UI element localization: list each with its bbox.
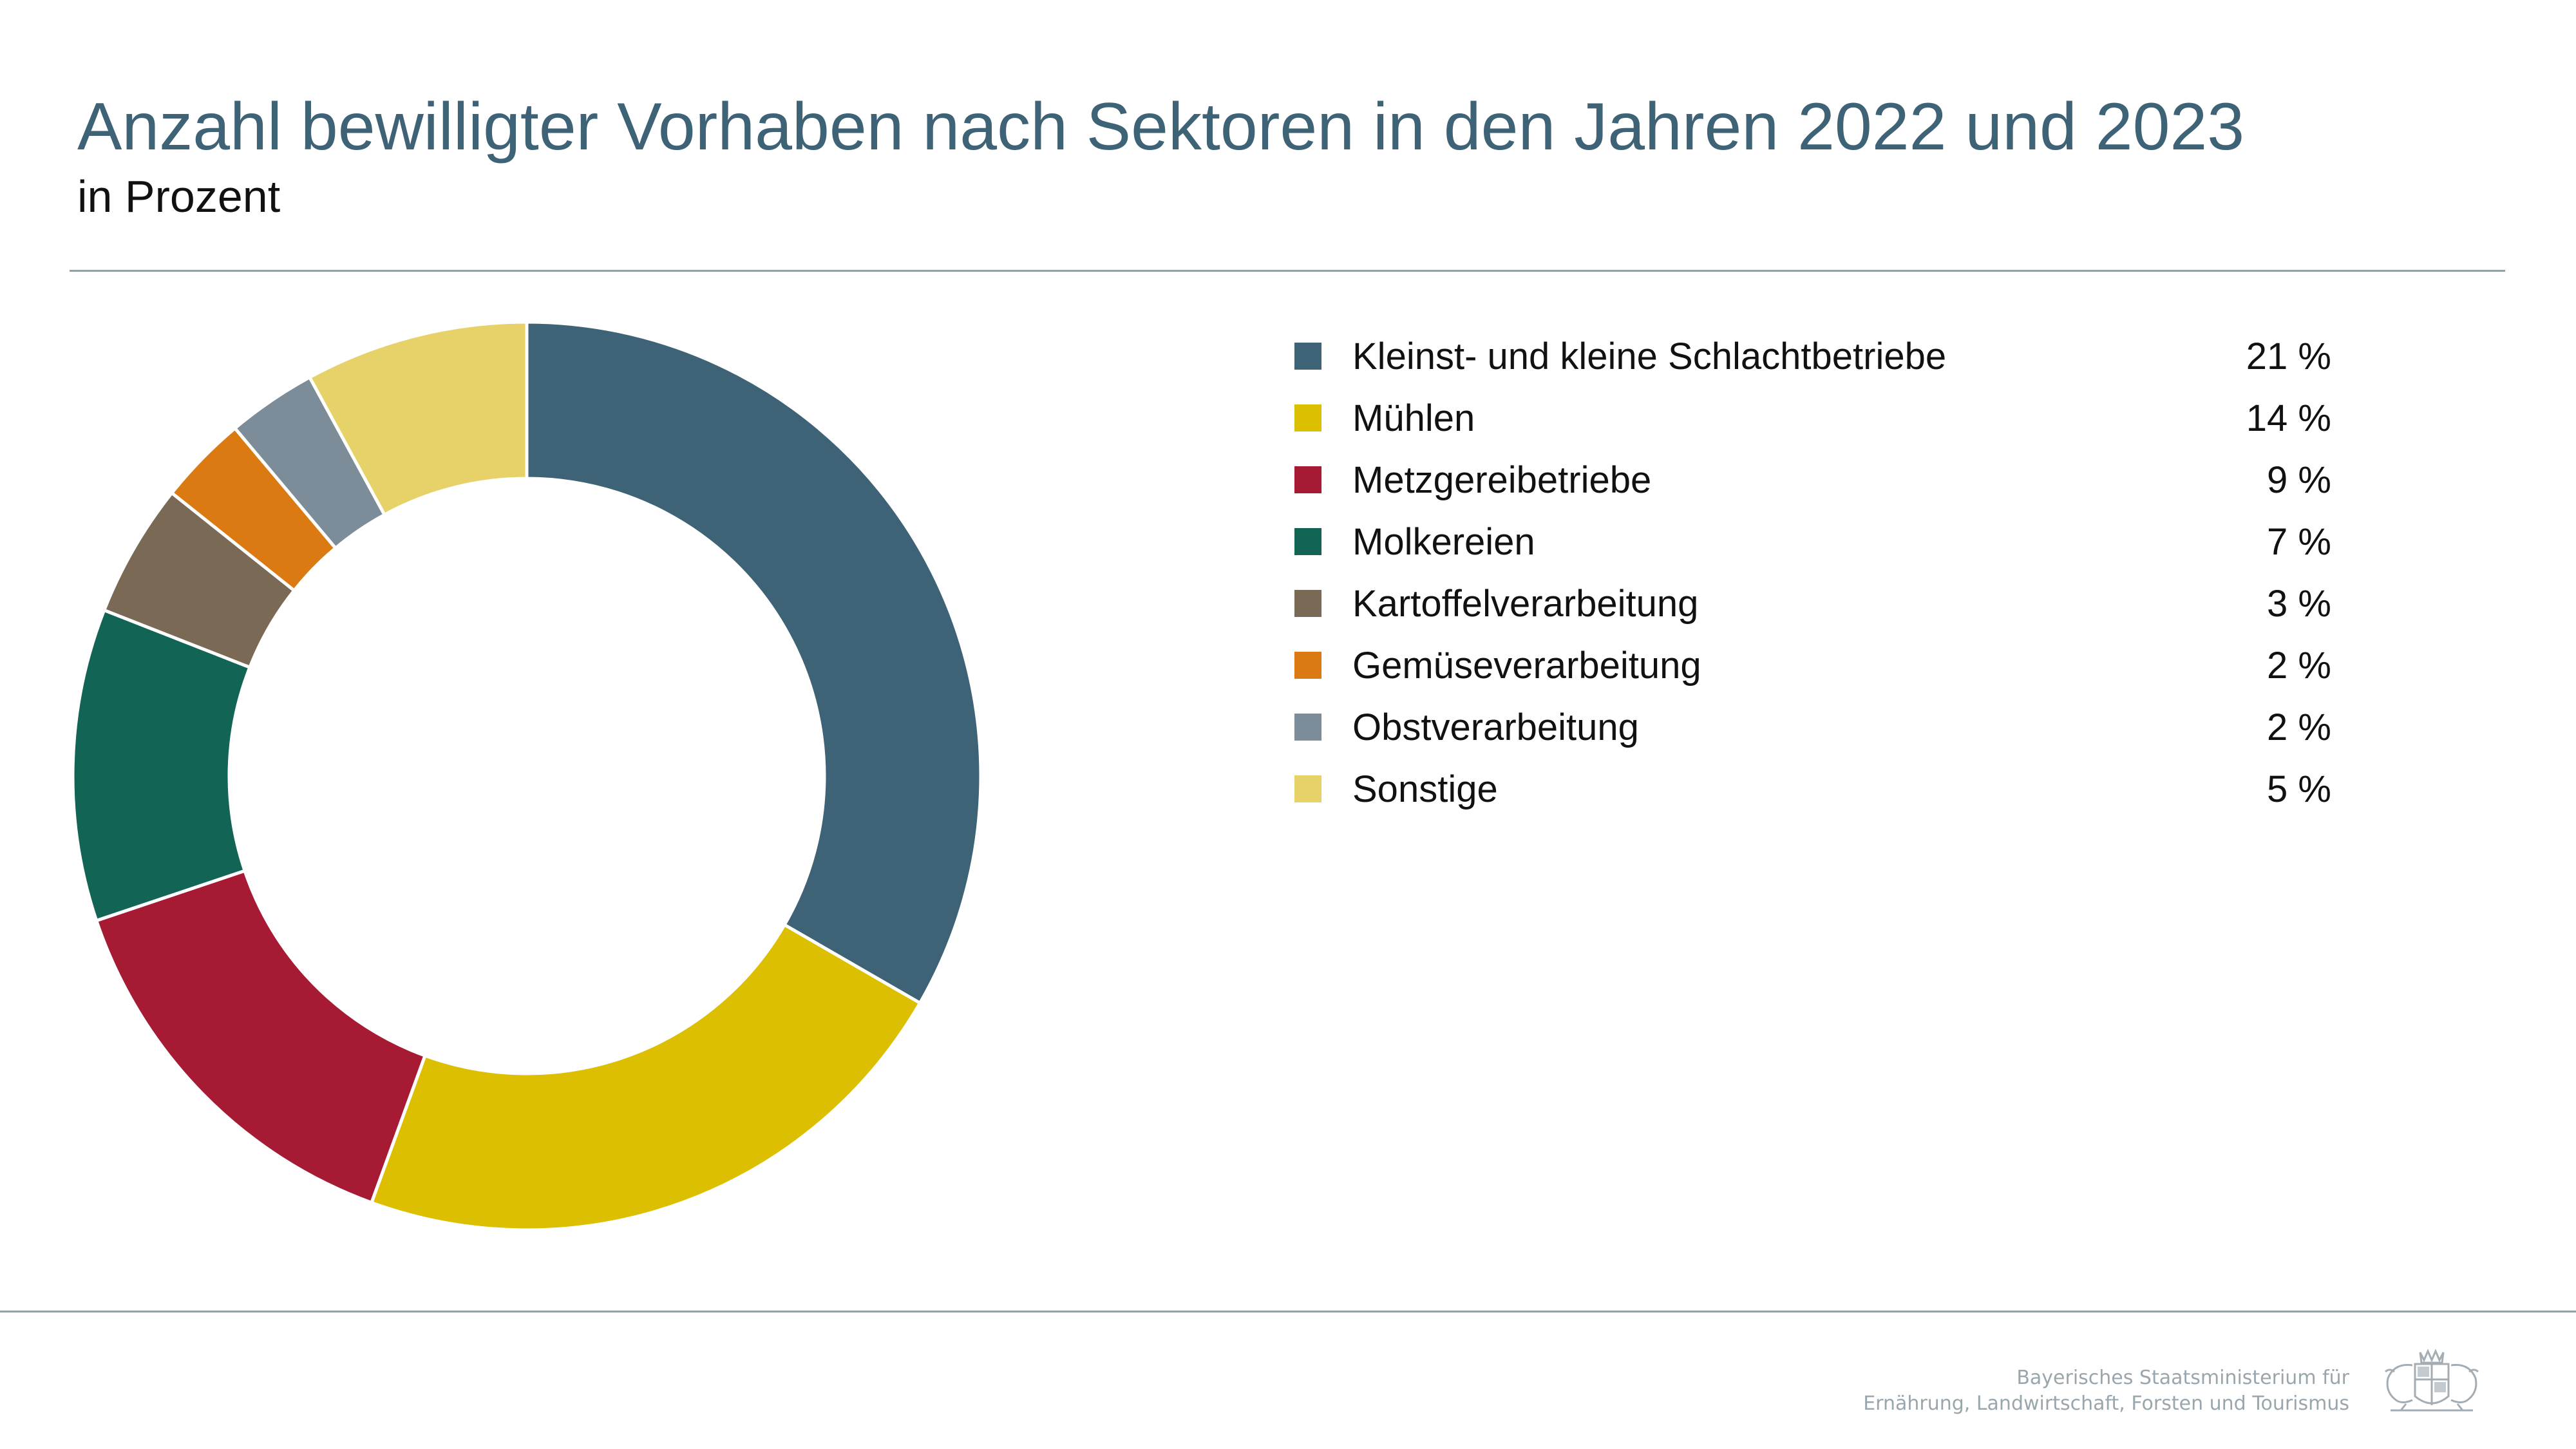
legend-item: Sonstige 5 % bbox=[1294, 758, 2331, 820]
legend-label: Kartoffelverarbeitung bbox=[1352, 582, 1699, 625]
legend-item: Gemüseverarbeitung 2 % bbox=[1294, 634, 2331, 696]
legend-item: Molkereien 7 % bbox=[1294, 511, 2331, 573]
legend-value: 9 % bbox=[2267, 459, 2331, 501]
chart-title: Anzahl bewilligter Vorhaben nach Sektore… bbox=[77, 90, 2245, 164]
legend-value: 3 % bbox=[2267, 582, 2331, 625]
donut-slice-3 bbox=[94, 868, 428, 1205]
legend-item: Obstverarbeitung 2 % bbox=[1294, 696, 2331, 758]
legend-label: Molkereien bbox=[1352, 520, 1535, 563]
donut-chart bbox=[71, 320, 983, 1232]
legend-value: 21 % bbox=[2246, 335, 2331, 377]
legend-swatch bbox=[1294, 466, 1321, 493]
legend-label: Gemüseverarbeitung bbox=[1352, 644, 1701, 687]
ministry-name-line-2: Ernährung, Landwirtschaft, Forsten und T… bbox=[1863, 1392, 2349, 1415]
ministry-name-line-1: Bayerisches Staatsministerium für bbox=[2016, 1367, 2349, 1389]
bavarian-coat-of-arms-icon bbox=[2384, 1349, 2479, 1412]
legend-value: 14 % bbox=[2246, 397, 2331, 439]
legend-value: 2 % bbox=[2267, 644, 2331, 687]
donut-slice-2 bbox=[369, 922, 922, 1232]
legend-item: Kleinst- und kleine Schlachtbetriebe 21 % bbox=[1294, 325, 2331, 387]
legend-swatch bbox=[1294, 343, 1321, 370]
legend-swatch bbox=[1294, 775, 1321, 802]
ministry-name: Bayerisches Staatsministerium für Ernähr… bbox=[1863, 1365, 2349, 1417]
legend-label: Mühlen bbox=[1352, 397, 1475, 439]
legend-value: 7 % bbox=[2267, 520, 2331, 563]
legend-item: Metzgereibetriebe 9 % bbox=[1294, 449, 2331, 511]
legend-value: 2 % bbox=[2267, 706, 2331, 748]
legend-swatch bbox=[1294, 652, 1321, 679]
legend-value: 5 % bbox=[2267, 768, 2331, 810]
legend-swatch bbox=[1294, 714, 1321, 741]
legend-swatch bbox=[1294, 528, 1321, 555]
donut-slice-8 bbox=[307, 320, 529, 517]
legend-label: Obstverarbeitung bbox=[1352, 706, 1639, 748]
legend-swatch bbox=[1294, 590, 1321, 617]
legend-item: Kartoffelverarbeitung 3 % bbox=[1294, 573, 2331, 634]
donut-slice-1 bbox=[525, 320, 983, 1005]
chart-subtitle: in Prozent bbox=[77, 171, 281, 222]
legend-label: Metzgereibetriebe bbox=[1352, 459, 1652, 501]
legend-label: Kleinst- und kleine Schlachtbetriebe bbox=[1352, 335, 1947, 377]
legend-item: Mühlen 14 % bbox=[1294, 387, 2331, 449]
footer-divider bbox=[0, 1311, 2576, 1312]
chart-legend: Kleinst- und kleine Schlachtbetriebe 21 %… bbox=[1294, 325, 2331, 820]
legend-label: Sonstige bbox=[1352, 768, 1498, 810]
legend-swatch bbox=[1294, 404, 1321, 431]
header-divider bbox=[70, 270, 2505, 272]
